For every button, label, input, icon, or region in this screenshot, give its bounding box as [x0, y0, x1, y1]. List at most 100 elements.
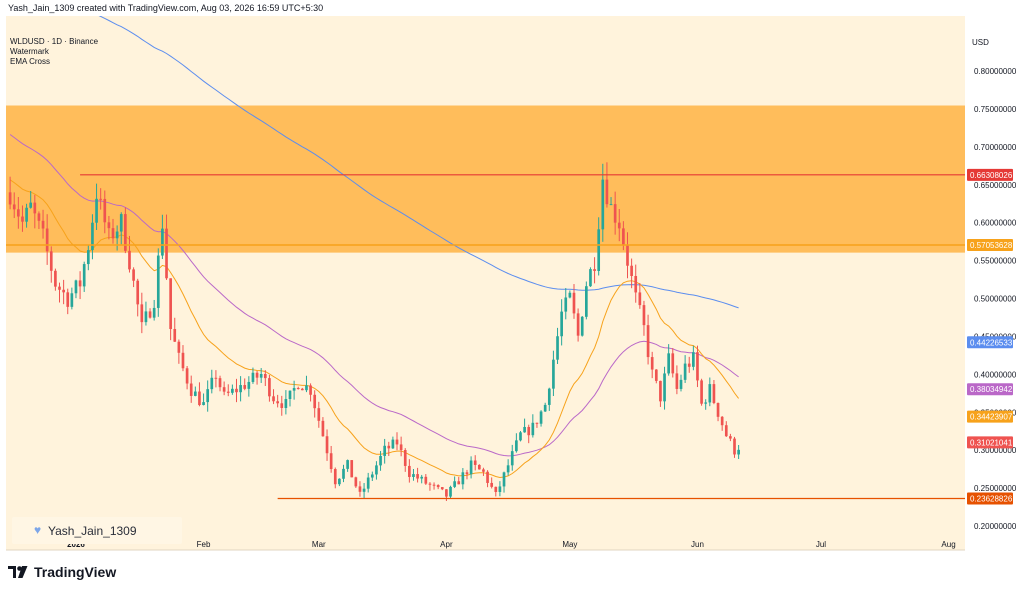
candle-body[interactable] [729, 436, 732, 439]
candle-body[interactable] [259, 374, 263, 378]
candle-body[interactable] [136, 280, 140, 305]
symbol-label[interactable]: WLDUSD · 1D · Binance [10, 37, 99, 46]
candle-body[interactable] [539, 411, 543, 424]
chart-area[interactable]: 0.200000000.250000000.300000000.35000000… [0, 16, 1024, 554]
candle-body[interactable] [469, 460, 473, 475]
price-tag-ema-slow[interactable]: 0.44226533 [970, 338, 1013, 347]
candle-body[interactable] [737, 449, 740, 455]
candle-body[interactable] [362, 488, 366, 492]
candle-body[interactable] [185, 368, 189, 384]
candle-body[interactable] [650, 357, 654, 370]
candle-body[interactable] [465, 472, 469, 475]
candle-body[interactable] [667, 353, 670, 374]
candle-body[interactable] [263, 374, 267, 379]
candle-body[interactable] [576, 313, 580, 336]
candle-body[interactable] [630, 265, 633, 276]
candle-body[interactable] [370, 474, 374, 478]
candle-body[interactable] [519, 432, 522, 441]
candle-body[interactable] [255, 372, 259, 378]
price-tag-support[interactable]: 0.23628826 [970, 494, 1013, 503]
candle-body[interactable] [218, 378, 222, 388]
candle-body[interactable] [239, 385, 242, 393]
candle-body[interactable] [309, 385, 312, 395]
price-tag-ema-mid[interactable]: 0.38034942 [970, 385, 1013, 394]
candle-body[interactable] [671, 353, 675, 374]
candle-body[interactable] [506, 465, 510, 473]
candle-body[interactable] [617, 222, 621, 229]
candle-body[interactable] [58, 286, 61, 290]
candle-body[interactable] [148, 311, 152, 318]
candle-body[interactable] [490, 482, 494, 487]
candle-body[interactable] [292, 388, 296, 391]
candle-body[interactable] [523, 426, 526, 433]
tradingview-logo-text[interactable]: TradingView [34, 564, 117, 580]
candle-body[interactable] [82, 264, 86, 287]
candle-body[interactable] [317, 408, 321, 421]
price-tag-resistance[interactable]: 0.66308026 [970, 171, 1013, 180]
candle-body[interactable] [119, 214, 123, 232]
candle-body[interactable] [403, 450, 407, 466]
candle-body[interactable] [301, 388, 304, 391]
candle-body[interactable] [622, 228, 625, 246]
candle-body[interactable] [609, 204, 613, 206]
candle-body[interactable] [29, 202, 33, 208]
candle-body[interactable] [412, 474, 415, 477]
candle-body[interactable] [284, 398, 288, 408]
candle-body[interactable] [679, 379, 683, 389]
candle-body[interactable] [510, 451, 514, 466]
candle-body[interactable] [251, 372, 255, 382]
candle-body[interactable] [132, 269, 135, 281]
candle-body[interactable] [659, 380, 662, 402]
candle-body[interactable] [33, 202, 37, 214]
candle-body[interactable] [646, 325, 650, 358]
candle-body[interactable] [379, 455, 382, 466]
candle-body[interactable] [276, 401, 279, 404]
candle-body[interactable] [78, 280, 82, 287]
candle-body[interactable] [111, 228, 115, 239]
candle-body[interactable] [572, 292, 576, 314]
candle-body[interactable] [564, 297, 568, 312]
candle-body[interactable] [716, 402, 720, 417]
candle-body[interactable] [720, 416, 724, 426]
candle-body[interactable] [502, 472, 506, 487]
candle-body[interactable] [634, 275, 638, 293]
supply-zone[interactable] [6, 105, 965, 253]
candle-body[interactable] [342, 468, 345, 479]
candle-body[interactable] [231, 388, 234, 393]
candle-body[interactable] [333, 469, 337, 485]
candle-body[interactable] [613, 204, 617, 223]
candle-body[interactable] [49, 251, 53, 271]
candle-body[interactable] [268, 378, 271, 397]
candle-body[interactable] [66, 292, 70, 307]
candle-body[interactable] [482, 469, 485, 472]
candle-body[interactable] [12, 204, 16, 210]
candle-body[interactable] [280, 403, 284, 408]
candle-body[interactable] [420, 476, 424, 479]
candle-body[interactable] [708, 384, 712, 403]
candle-body[interactable] [585, 286, 588, 317]
candle-body[interactable] [432, 484, 436, 486]
price-chart[interactable]: 0.200000000.250000000.300000000.35000000… [0, 16, 1024, 554]
candle-body[interactable] [37, 213, 41, 221]
candle-body[interactable] [654, 369, 658, 381]
candle-body[interactable] [675, 373, 679, 389]
candle-body[interactable] [552, 359, 555, 389]
candle-body[interactable] [54, 270, 57, 287]
candle-body[interactable] [95, 198, 98, 223]
candle-body[interactable] [457, 481, 461, 485]
candle-body[interactable] [115, 231, 119, 239]
candle-body[interactable] [547, 388, 551, 405]
candle-body[interactable] [226, 391, 230, 393]
candle-body[interactable] [313, 394, 317, 409]
candle-body[interactable] [408, 465, 411, 477]
candle-body[interactable] [733, 438, 736, 455]
candle-body[interactable] [700, 380, 703, 404]
candle-body[interactable] [329, 453, 333, 470]
candle-body[interactable] [144, 311, 148, 323]
candle-body[interactable] [589, 269, 592, 287]
candle-body[interactable] [424, 476, 428, 484]
candle-body[interactable] [235, 388, 238, 393]
candle-body[interactable] [86, 250, 90, 265]
candle-body[interactable] [45, 228, 49, 252]
candle-body[interactable] [543, 404, 547, 412]
